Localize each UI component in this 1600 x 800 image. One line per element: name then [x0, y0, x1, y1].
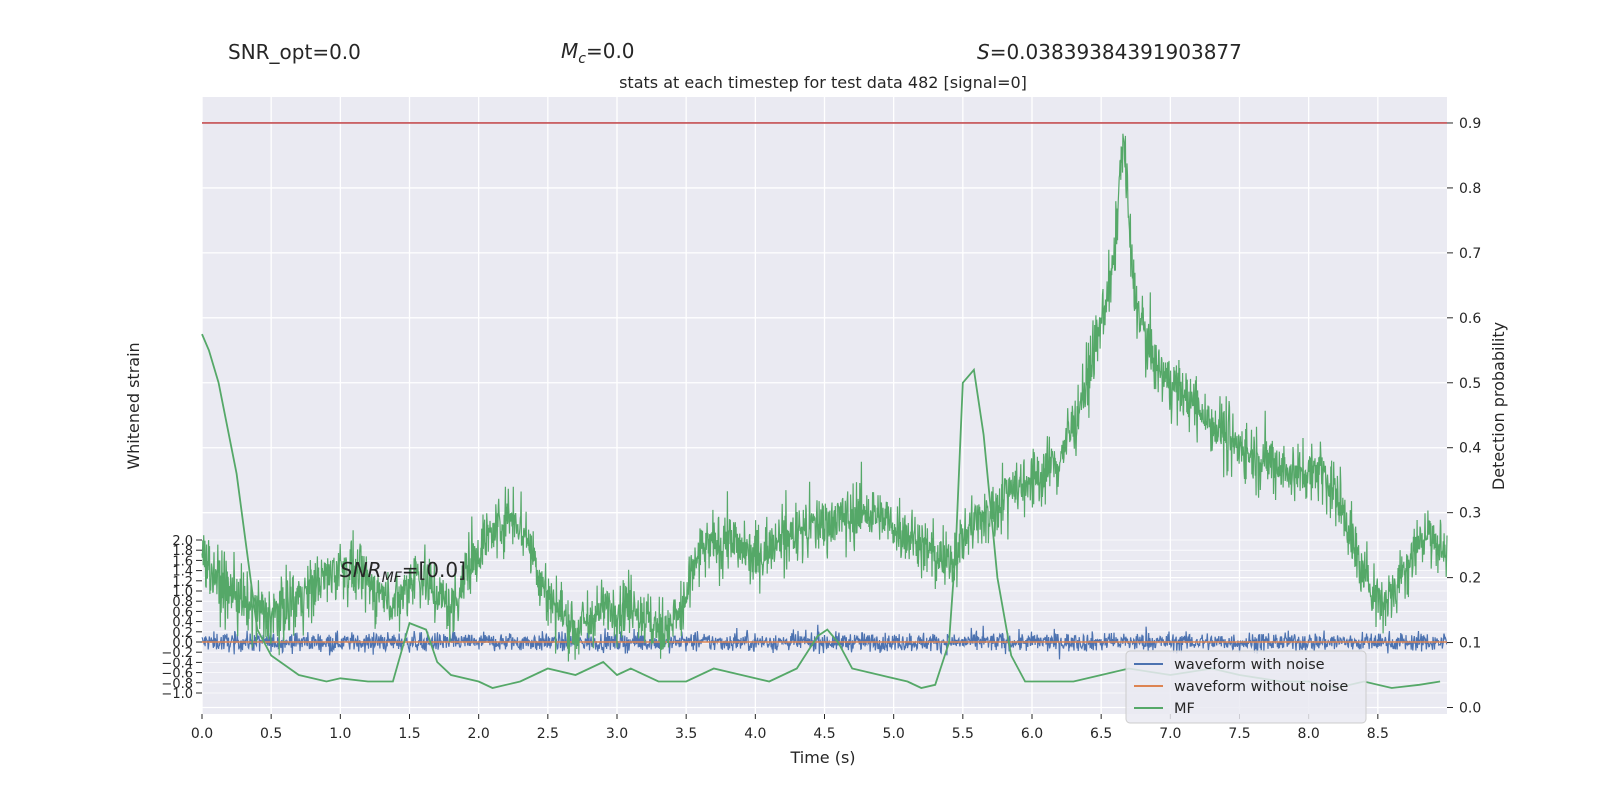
left-tick-label-4: 1.2 — [172, 575, 193, 590]
s-value: =0.03839384391903877 — [990, 40, 1242, 64]
x-axis-ticks: 0.0 0.5 1.0 1.5 2.0 2.5 3.0 3.5 4.0 4.5 5.0 5.5 6.0 6… — [191, 714, 1389, 742]
x-tick-label-0: 0.0 — [191, 726, 213, 742]
left-tick-label-12: −0.4 — [161, 656, 193, 671]
left-tick-label-14: −0.8 — [161, 677, 193, 692]
mc-subscript: c — [578, 51, 586, 67]
mc-value: =0.0 — [586, 39, 635, 63]
mc-label: Mc=0.0 — [561, 39, 635, 67]
legend-entry-noise: waveform with noise — [1174, 657, 1325, 673]
right-tick-label-6: 0.6 — [1459, 311, 1481, 327]
right-axis-label: Detection probability — [1489, 322, 1508, 490]
s-label: S=0.03839384391903877 — [977, 40, 1242, 64]
snr-mf-symbol: SNR — [340, 558, 382, 582]
x-tick-label-14: 7.0 — [1159, 726, 1181, 742]
x-tick-label-2: 1.0 — [329, 726, 351, 742]
right-tick-label-5: 0.5 — [1459, 376, 1481, 392]
right-tick-label-7: 0.7 — [1459, 246, 1481, 262]
left-tick-label-5: 1.0 — [172, 585, 193, 600]
left-tick-label-6: 0.8 — [172, 595, 193, 610]
x-tick-label-6: 3.0 — [606, 726, 628, 742]
legend-entry-mf: MF — [1174, 701, 1195, 717]
left-tick-label-13: −0.6 — [161, 667, 193, 682]
x-tick-label-4: 2.0 — [468, 726, 490, 742]
left-axis-ticks: 2.01.81.61.41.21.00.80.60.40.20.0−0.2−0.… — [161, 534, 202, 702]
x-axis-label: Time (s) — [789, 748, 855, 767]
x-tick-label-11: 5.5 — [952, 726, 974, 742]
x-tick-label-7: 3.5 — [675, 726, 697, 742]
right-axis-ticks: 0.0 0.1 0.2 0.3 0.4 0.5 0.6 0.7 0.8 0.9 — [1447, 116, 1481, 717]
left-tick-label-8: 0.4 — [172, 616, 193, 631]
left-tick-label-10: 0.0 — [172, 636, 193, 651]
right-tick-label-3: 0.3 — [1459, 506, 1481, 522]
snr-mf-subscript: MF — [382, 570, 403, 586]
x-tick-label-9: 4.5 — [813, 726, 835, 742]
series-detection-probability — [201, 133, 1448, 662]
left-tick-label-15: −1.0 — [161, 687, 193, 702]
snr-mf-value: =[0.0] — [402, 558, 466, 582]
snr-mf-annotation: SNRMF=[0.0] — [340, 558, 466, 586]
legend-box — [1125, 650, 1367, 724]
x-tick-label-15: 7.5 — [1228, 726, 1250, 742]
x-tick-label-1: 0.5 — [260, 726, 282, 742]
left-tick-label-1: 1.8 — [172, 544, 193, 559]
x-tick-label-12: 6.0 — [1021, 726, 1043, 742]
x-tick-label-8: 4.0 — [744, 726, 766, 742]
right-tick-label-8: 0.8 — [1459, 181, 1481, 197]
x-tick-label-17: 8.5 — [1367, 726, 1389, 742]
x-tick-label-13: 6.5 — [1090, 726, 1112, 742]
left-tick-label-0: 2.0 — [172, 534, 193, 549]
left-tick-label-3: 1.4 — [172, 565, 193, 580]
left-tick-label-7: 0.6 — [172, 605, 193, 620]
left-tick-label-9: 0.2 — [172, 626, 193, 641]
right-tick-label-2: 0.2 — [1459, 571, 1481, 587]
x-tick-label-5: 2.5 — [537, 726, 559, 742]
left-axis-label: Whitened strain — [124, 342, 143, 469]
right-tick-label-1: 0.1 — [1459, 636, 1481, 652]
x-tick-label-3: 1.5 — [398, 726, 420, 742]
left-tick-label-2: 1.6 — [172, 554, 193, 569]
mc-symbol: M — [561, 39, 578, 63]
legend: waveform with noise waveform without noi… — [1125, 650, 1367, 724]
x-tick-label-16: 8.0 — [1298, 726, 1320, 742]
chart-title: stats at each timestep for test data 482… — [619, 73, 1027, 92]
right-tick-label-4: 0.4 — [1459, 441, 1481, 457]
right-tick-label-0: 0.0 — [1459, 701, 1481, 717]
x-tick-label-10: 5.0 — [883, 726, 905, 742]
legend-entry-clean: waveform without noise — [1174, 679, 1348, 695]
s-symbol: S — [977, 40, 990, 64]
snr-opt-label: SNR_opt=0.0 — [228, 40, 361, 64]
right-tick-label-9: 0.9 — [1459, 116, 1481, 132]
left-tick-label-11: −0.2 — [161, 646, 193, 661]
